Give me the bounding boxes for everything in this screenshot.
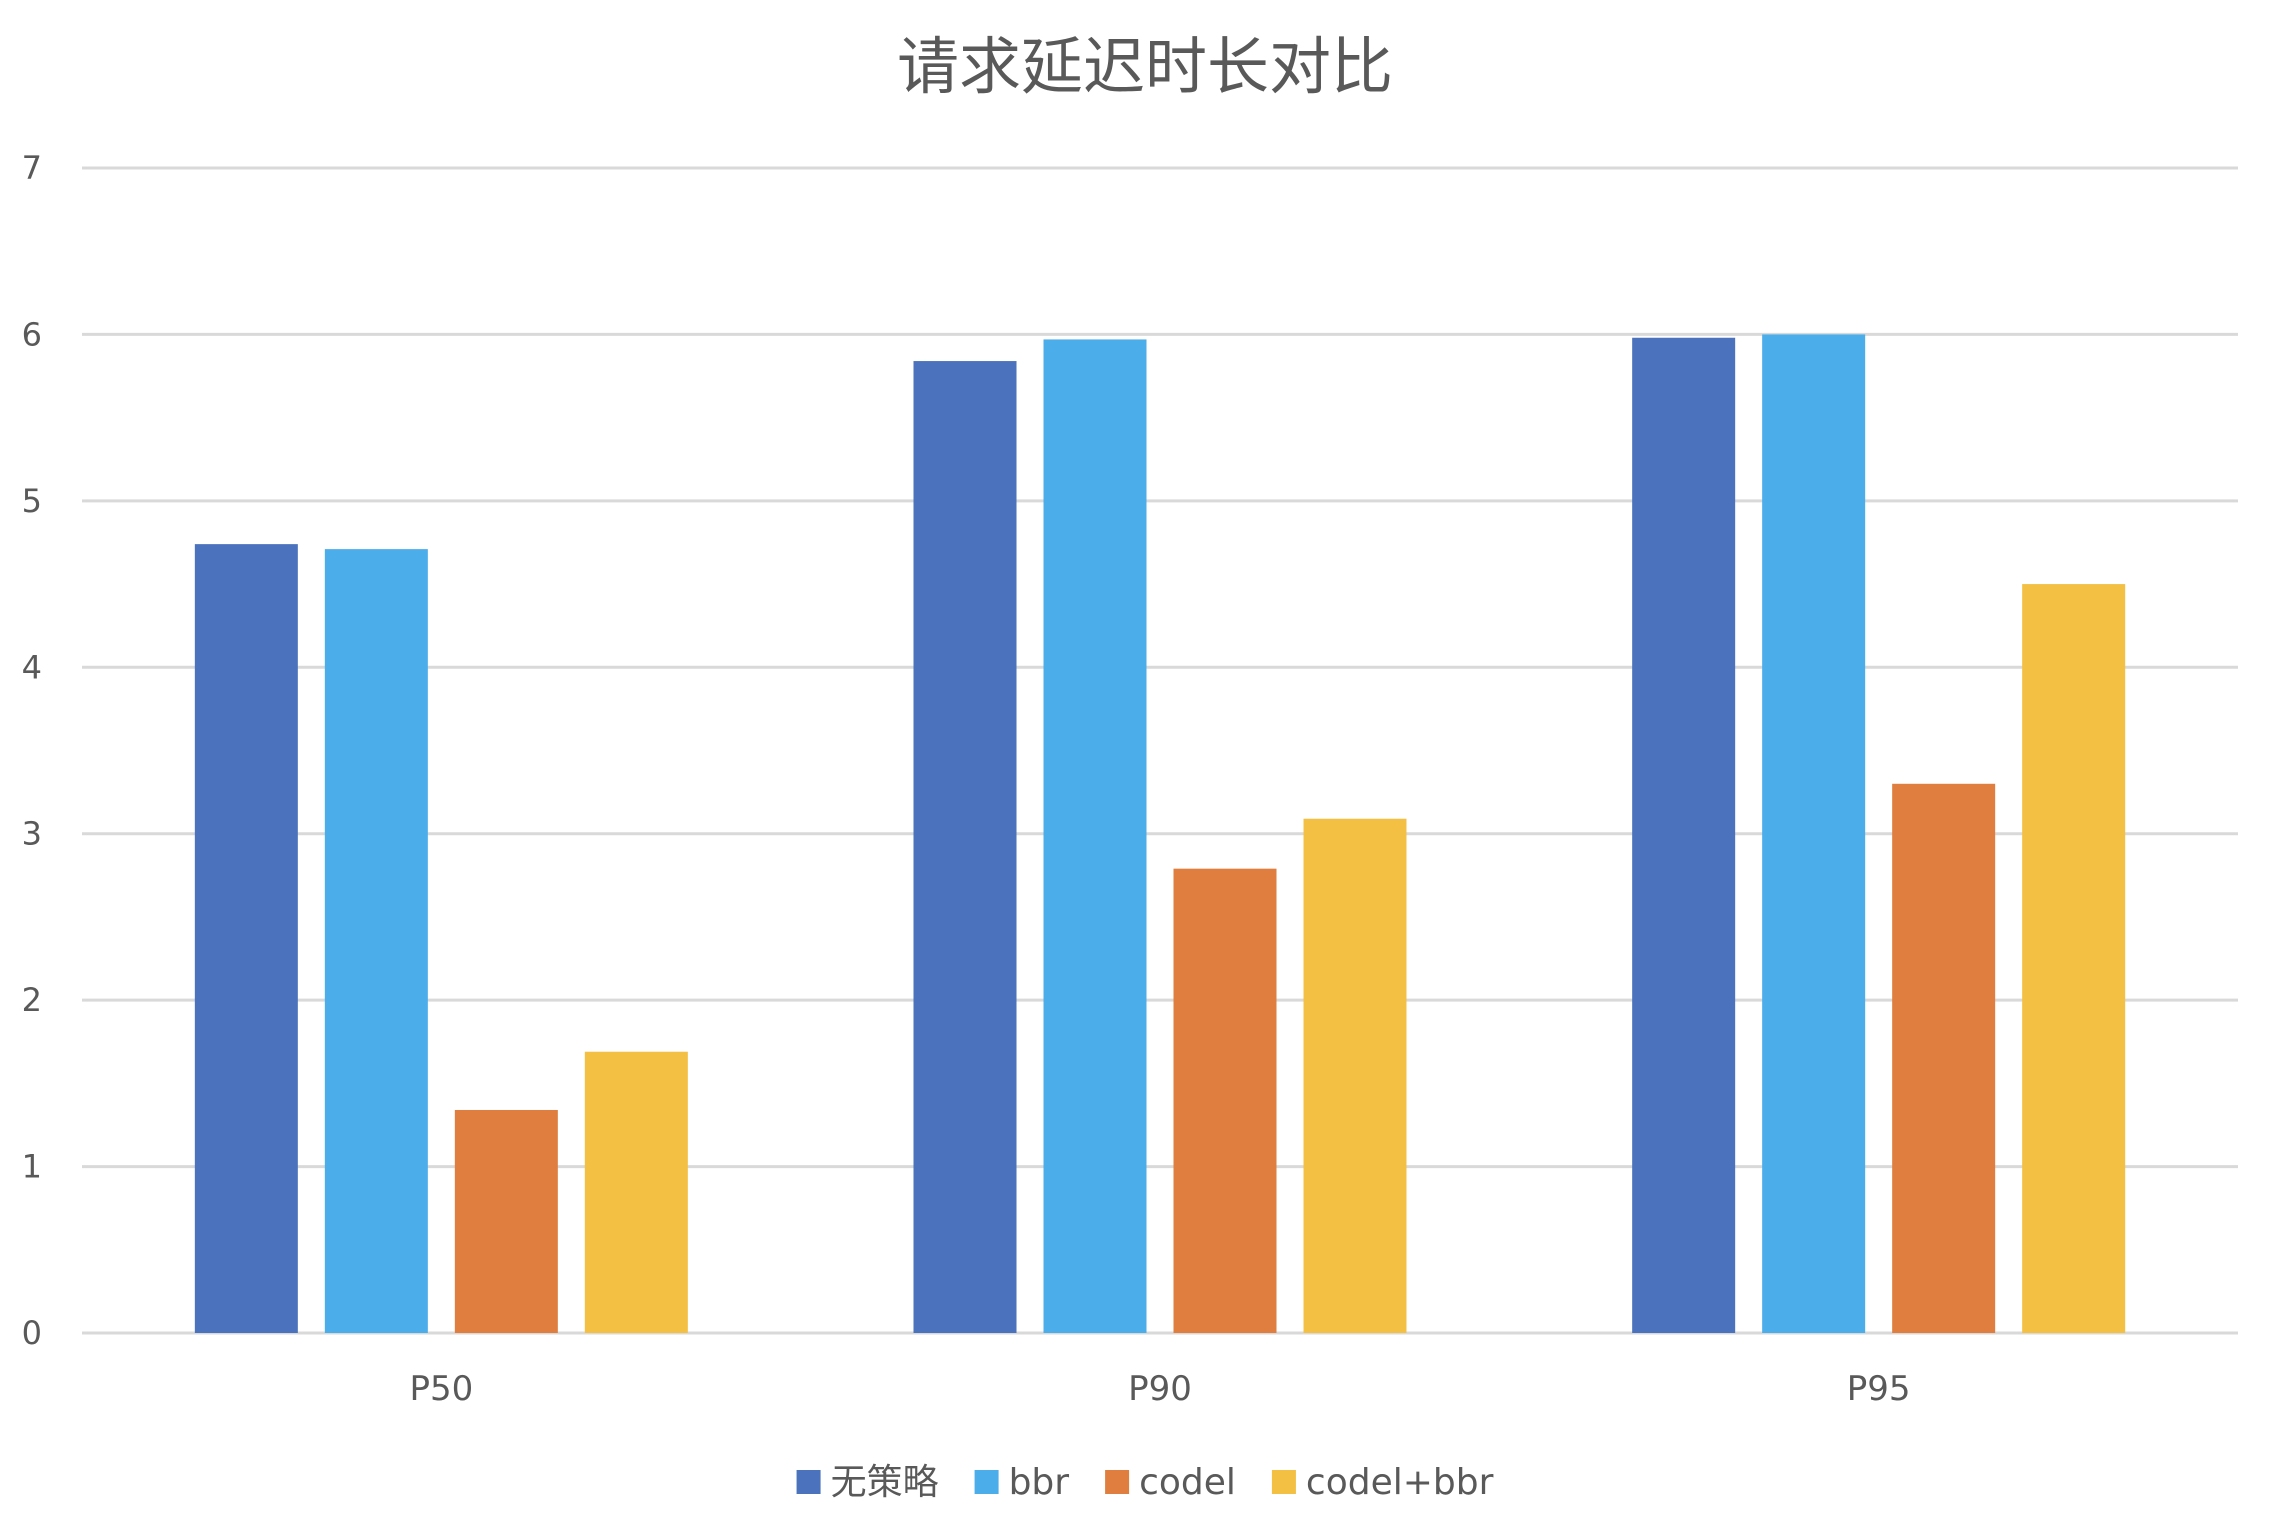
chart-title: 请求延迟时长对比 [897, 30, 1393, 103]
bar-p90-series-4 [1303, 818, 1407, 1333]
legend-swatch-series-1 [796, 1470, 821, 1494]
y-tick-label: 1 [22, 1148, 42, 1186]
bars [194, 334, 2126, 1334]
y-tick-label: 0 [22, 1314, 42, 1352]
bar-p95-series-1 [1632, 337, 1736, 1333]
y-tick-label: 6 [22, 315, 42, 353]
bar-p95-series-4 [2022, 584, 2126, 1333]
legend: 无策略 bbr codel codel+bbr [796, 1462, 1494, 1503]
y-tick-label: 2 [22, 981, 42, 1019]
bar-p95-series-3 [1892, 783, 1996, 1333]
x-tick-label: P90 [1128, 1369, 1192, 1409]
y-tick-label: 3 [22, 815, 42, 853]
bar-p90-series-2 [1043, 339, 1147, 1334]
y-tick-label: 4 [22, 648, 42, 686]
bar-p95-series-2 [1762, 334, 1866, 1333]
legend-label: codel+bbr [1306, 1462, 1494, 1503]
bar-p50-series-3 [454, 1109, 558, 1333]
y-tick-label: 5 [22, 482, 42, 520]
legend-swatch-series-3 [1105, 1470, 1130, 1494]
bar-p50-series-2 [324, 549, 428, 1333]
gridlines [82, 166, 2238, 1335]
x-tick-label: P50 [409, 1369, 473, 1409]
legend-label: codel [1139, 1462, 1236, 1503]
bar-p90-series-1 [913, 361, 1017, 1333]
legend-swatch-series-4 [1271, 1470, 1296, 1494]
bar-p90-series-3 [1173, 868, 1277, 1333]
x-tick-label: P95 [1847, 1369, 1911, 1409]
bar-p50-series-4 [584, 1051, 688, 1333]
legend-label: bbr [1009, 1462, 1070, 1503]
x-axis-tick-labels: P50 P90 P95 [409, 1369, 1910, 1409]
y-axis-tick-labels: 0 1 2 3 4 5 6 7 [22, 149, 42, 1352]
bar-p50-series-1 [194, 544, 298, 1333]
legend-swatch-series-2 [974, 1470, 999, 1494]
y-tick-label: 7 [22, 149, 42, 187]
legend-label: 无策略 [831, 1462, 939, 1503]
